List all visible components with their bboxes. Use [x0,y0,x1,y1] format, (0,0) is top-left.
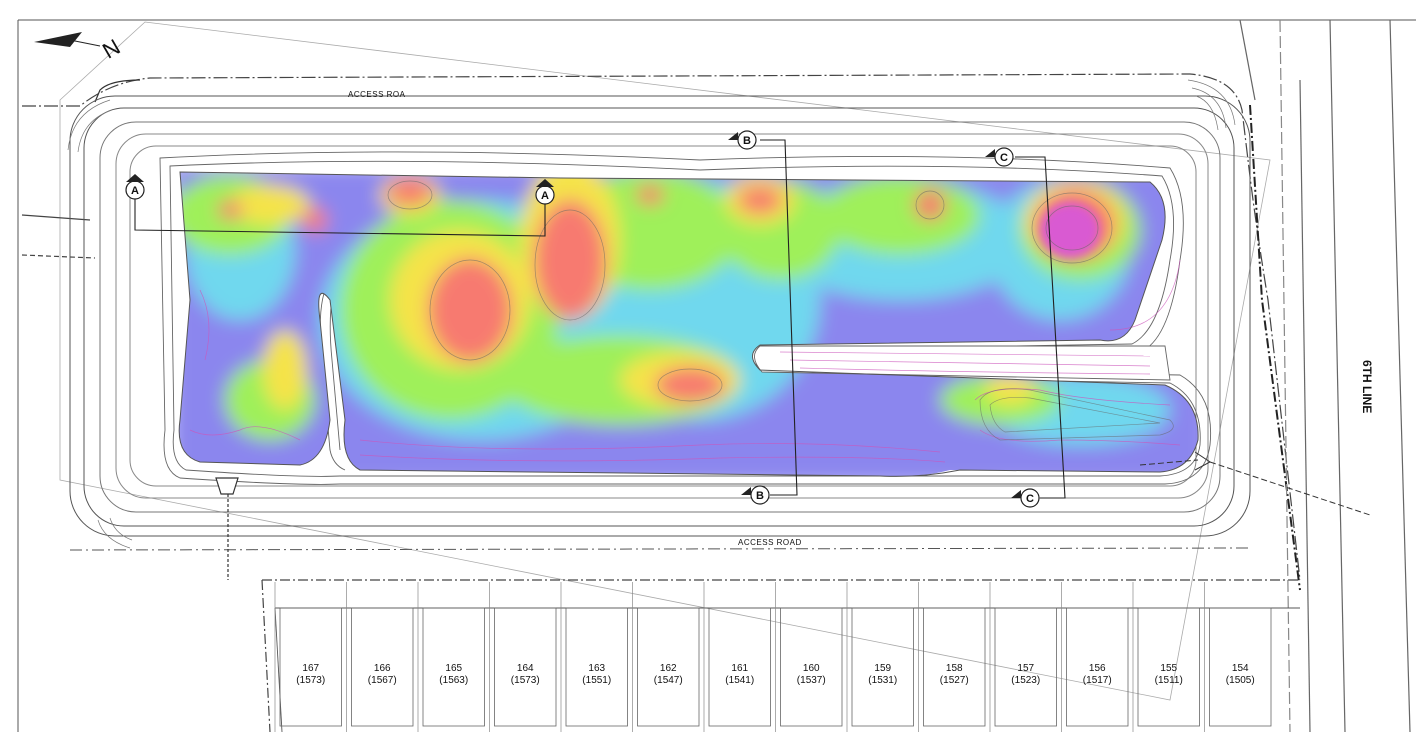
lot-address: (1567) [368,675,397,686]
lot-number: 155 [1160,663,1177,674]
contour-lines [189,259,1181,463]
lot-165: 165(1563) [417,582,485,732]
section-lines [134,139,1066,499]
lot-167: 167(1573) [274,582,342,732]
lot-164: 164(1573) [489,582,557,732]
lot-outline [351,607,414,727]
lot-156: 156(1517) [1061,582,1129,732]
lot-number: 161 [731,663,748,674]
lot-outline [780,607,843,727]
lot-number: 158 [946,663,963,674]
lot-address: (1563) [439,675,468,686]
access-road [69,95,1251,551]
lot-outline [279,607,342,727]
lot-161: 161(1541) [703,582,771,732]
street-label: 6TH LINE [1360,360,1374,413]
section-marker-c-top[interactable]: C [985,147,1014,167]
access-road-label-bottom: ACCESS ROAD [738,538,802,547]
contour-lines-grey [387,180,1174,441]
lot-address: (1505) [1226,675,1255,686]
lot-address: (1551) [582,675,611,686]
section-letter: B [743,135,751,147]
property-lines [21,19,1411,732]
lot-address: (1523) [1011,675,1040,686]
lot-number: 165 [445,663,462,674]
lot-157: 157(1523) [989,582,1057,732]
lot-address: (1573) [511,675,540,686]
lot-number: 164 [517,663,534,674]
lot-163: 163(1551) [560,582,628,732]
lot-address: (1511) [1155,675,1183,686]
depth-heatmap [179,172,1199,477]
lot-number: 163 [588,663,605,674]
lot-outline [565,607,628,727]
lot-159: 159(1531) [846,582,914,732]
plan-frame [17,19,1416,732]
lot-154: 154(1505) [1204,582,1272,732]
section-letter: A [131,185,139,197]
section-marker-b-bottom[interactable]: B [741,485,770,505]
lot-address: (1517) [1083,675,1112,686]
lot-number: 162 [660,663,677,674]
section-marker-a-center[interactable]: A [535,179,555,205]
lot-outline [1066,607,1129,727]
lot-number: 157 [1017,663,1034,674]
lot-outline [923,607,986,727]
lot-address: (1547) [654,675,683,686]
lot-outline [1209,607,1272,727]
section-marker-c-bottom[interactable]: C [1011,488,1040,508]
lot-outline [494,607,557,727]
section-marker-a-west[interactable]: A [125,174,145,200]
section-letter: B [756,490,764,502]
lot-address: (1531) [868,675,897,686]
north-arrow: N [34,32,124,64]
lot-166: 166(1567) [346,582,414,732]
section-letter: C [1026,493,1034,505]
lot-number: 167 [302,663,319,674]
lot-160: 160(1537) [775,582,843,732]
lot-outline [851,607,914,727]
lot-address: (1573) [296,675,325,686]
lot-155: 155(1511) [1132,582,1200,732]
outfall-east [1139,451,1371,516]
outfall-west [215,477,239,580]
lot-number: 159 [874,663,891,674]
lot-row: 167(1573)166(1567)165(1563)164(1573)163(… [274,582,1272,732]
lot-number: 160 [803,663,820,674]
lot-address: (1541) [725,675,754,686]
lot-number: 156 [1089,663,1106,674]
lot-outline [422,607,485,727]
lot-outline [1137,607,1200,727]
access-road-label-top: ACCESS ROA [348,90,406,99]
lot-outline [994,607,1057,727]
pond-outline [178,171,1199,477]
section-letter: A [541,190,549,202]
section-marker-b-top[interactable]: B [728,130,757,150]
lot-162: 162(1547) [632,582,700,732]
lot-number: 154 [1232,663,1249,674]
lot-outline [637,607,700,727]
section-letter: C [1000,152,1008,164]
corner-grading [67,79,1236,549]
lot-number: 166 [374,663,391,674]
lot-address: (1537) [797,675,826,686]
lot-address: (1527) [940,675,969,686]
lot-158: 158(1527) [918,582,986,732]
lot-outline [708,607,771,727]
